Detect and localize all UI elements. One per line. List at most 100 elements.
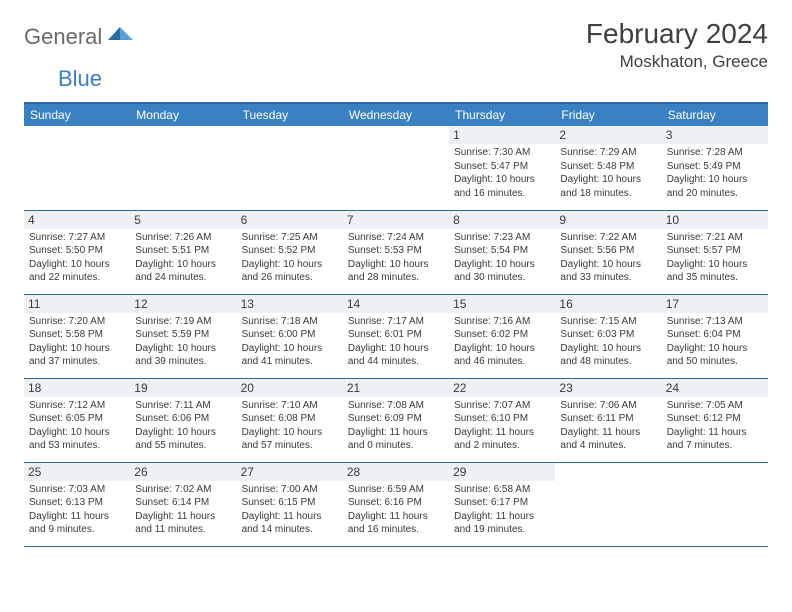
calendar-day-cell: 23 Sunrise: 7:06 AMSunset: 6:11 PMDayligh… xyxy=(555,378,661,462)
calendar-day-cell: 14Sunrise: 7:17 AMSunset: 6:01 PMDayligh… xyxy=(343,294,449,378)
day-details: Sunrise: 7:21 AMSunset: 5:57 PMDaylight:… xyxy=(667,231,763,285)
logo-text-blue: Blue xyxy=(58,66,102,91)
day-number: 8 xyxy=(449,211,555,229)
day-number: 3 xyxy=(662,126,768,144)
calendar-day-cell: 18 Sunrise: 7:12 AMSunset: 6:05 PMDayligh… xyxy=(24,378,130,462)
logo: General xyxy=(24,18,136,50)
day-number: 16 xyxy=(555,295,661,313)
day-details: Sunrise: 7:10 AMSunset: 6:08 PMDaylight:… xyxy=(242,399,338,453)
day-number: 13 xyxy=(237,295,343,313)
weekday-header: Sunday xyxy=(24,103,130,126)
day-details: Sunrise: 7:17 AMSunset: 6:01 PMDaylight:… xyxy=(348,315,444,369)
day-details: Sunrise: 7:08 AMSunset: 6:09 PMDaylight:… xyxy=(348,399,444,453)
weekday-header: Saturday xyxy=(662,103,768,126)
day-details: Sunrise: 7:25 AMSunset: 5:52 PMDaylight:… xyxy=(242,231,338,285)
calendar-day-cell: 19Sunrise: 7:11 AMSunset: 6:06 PMDayligh… xyxy=(130,378,236,462)
day-details: Sunrise: 7:03 AMSunset: 6:13 PMDaylight:… xyxy=(29,483,125,537)
calendar-day-cell: 24Sunrise: 7:05 AMSunset: 6:12 PMDayligh… xyxy=(662,378,768,462)
day-details: Sunrise: 7:13 AMSunset: 6:04 PMDaylight:… xyxy=(667,315,763,369)
calendar-day-cell: 17 Sunrise: 7:13 AMSunset: 6:04 PMDayligh… xyxy=(662,294,768,378)
day-details: Sunrise: 7:02 AMSunset: 6:14 PMDaylight:… xyxy=(135,483,231,537)
day-details: Sunrise: 7:28 AMSunset: 5:49 PMDaylight:… xyxy=(667,146,763,200)
day-details: Sunrise: 7:23 AMSunset: 5:54 PMDaylight:… xyxy=(454,231,550,285)
day-number: 9 xyxy=(555,211,661,229)
weekday-header: Thursday xyxy=(449,103,555,126)
calendar-day-cell: 9 Sunrise: 7:22 AMSunset: 5:56 PMDaylight… xyxy=(555,210,661,294)
calendar-day-cell: 13 Sunrise: 7:18 AMSunset: 6:00 PMDayligh… xyxy=(237,294,343,378)
calendar-day-cell: 4 Sunrise: 7:27 AMSunset: 5:50 PMDaylight… xyxy=(24,210,130,294)
calendar-week-row: 11 Sunrise: 7:20 AMSunset: 5:58 PMDayligh… xyxy=(24,294,768,378)
day-number: 26 xyxy=(130,463,236,481)
day-details: Sunrise: 7:15 AMSunset: 6:03 PMDaylight:… xyxy=(560,315,656,369)
day-number: 28 xyxy=(343,463,449,481)
weekday-header: Tuesday xyxy=(237,103,343,126)
calendar-day-cell xyxy=(130,126,236,210)
day-details: Sunrise: 6:58 AMSunset: 6:17 PMDaylight:… xyxy=(454,483,550,537)
day-number: 6 xyxy=(237,211,343,229)
title-block: February 2024 Moskhaton, Greece xyxy=(586,18,768,72)
calendar-day-cell: 29 Sunrise: 6:58 AMSunset: 6:17 PMDayligh… xyxy=(449,462,555,546)
day-details: Sunrise: 6:59 AMSunset: 6:16 PMDaylight:… xyxy=(348,483,444,537)
calendar-day-cell: 3 Sunrise: 7:28 AMSunset: 5:49 PMDaylight… xyxy=(662,126,768,210)
calendar-day-cell: 6 Sunrise: 7:25 AMSunset: 5:52 PMDaylight… xyxy=(237,210,343,294)
weekday-header: Monday xyxy=(130,103,236,126)
day-details: Sunrise: 7:20 AMSunset: 5:58 PMDaylight:… xyxy=(29,315,125,369)
calendar-table: SundayMondayTuesdayWednesdayThursdayFrid… xyxy=(24,102,768,547)
logo-arrow-icon xyxy=(108,25,134,46)
calendar-day-cell: 15 Sunrise: 7:16 AMSunset: 6:02 PMDayligh… xyxy=(449,294,555,378)
day-number: 15 xyxy=(449,295,555,313)
calendar-day-cell xyxy=(662,462,768,546)
calendar-day-cell: 16 Sunrise: 7:15 AMSunset: 6:03 PMDayligh… xyxy=(555,294,661,378)
calendar-day-cell: 8 Sunrise: 7:23 AMSunset: 5:54 PMDaylight… xyxy=(449,210,555,294)
day-details: Sunrise: 7:05 AMSunset: 6:12 PMDaylight:… xyxy=(667,399,763,453)
day-number: 20 xyxy=(237,379,343,397)
calendar-day-cell: 5Sunrise: 7:26 AMSunset: 5:51 PMDaylight… xyxy=(130,210,236,294)
day-number: 10 xyxy=(662,211,768,229)
calendar-week-row: 18 Sunrise: 7:12 AMSunset: 6:05 PMDayligh… xyxy=(24,378,768,462)
calendar-week-row: 4 Sunrise: 7:27 AMSunset: 5:50 PMDaylight… xyxy=(24,210,768,294)
month-title: February 2024 xyxy=(586,18,768,50)
calendar-day-cell: 25 Sunrise: 7:03 AMSunset: 6:13 PMDayligh… xyxy=(24,462,130,546)
day-details: Sunrise: 7:12 AMSunset: 6:05 PMDaylight:… xyxy=(29,399,125,453)
calendar-body: 1 Sunrise: 7:30 AMSunset: 5:47 PMDaylight… xyxy=(24,126,768,546)
day-number: 7 xyxy=(343,211,449,229)
calendar-day-cell: 20 Sunrise: 7:10 AMSunset: 6:08 PMDayligh… xyxy=(237,378,343,462)
day-number: 25 xyxy=(24,463,130,481)
day-details: Sunrise: 7:29 AMSunset: 5:48 PMDaylight:… xyxy=(560,146,656,200)
calendar-day-cell xyxy=(24,126,130,210)
day-number: 29 xyxy=(449,463,555,481)
day-number: 4 xyxy=(24,211,130,229)
day-number: 1 xyxy=(449,126,555,144)
day-details: Sunrise: 7:30 AMSunset: 5:47 PMDaylight:… xyxy=(454,146,550,200)
calendar-day-cell: 1 Sunrise: 7:30 AMSunset: 5:47 PMDaylight… xyxy=(449,126,555,210)
day-number: 2 xyxy=(555,126,661,144)
calendar-header-row: SundayMondayTuesdayWednesdayThursdayFrid… xyxy=(24,103,768,126)
day-details: Sunrise: 7:18 AMSunset: 6:00 PMDaylight:… xyxy=(242,315,338,369)
day-number: 27 xyxy=(237,463,343,481)
day-details: Sunrise: 7:07 AMSunset: 6:10 PMDaylight:… xyxy=(454,399,550,453)
calendar-day-cell: 12Sunrise: 7:19 AMSunset: 5:59 PMDayligh… xyxy=(130,294,236,378)
day-number: 21 xyxy=(343,379,449,397)
day-number: 11 xyxy=(24,295,130,313)
weekday-header: Wednesday xyxy=(343,103,449,126)
day-details: Sunrise: 7:27 AMSunset: 5:50 PMDaylight:… xyxy=(29,231,125,285)
calendar-day-cell: 10 Sunrise: 7:21 AMSunset: 5:57 PMDayligh… xyxy=(662,210,768,294)
calendar-day-cell: 11 Sunrise: 7:20 AMSunset: 5:58 PMDayligh… xyxy=(24,294,130,378)
day-details: Sunrise: 7:06 AMSunset: 6:11 PMDaylight:… xyxy=(560,399,656,453)
day-details: Sunrise: 7:11 AMSunset: 6:06 PMDaylight:… xyxy=(135,399,231,453)
day-details: Sunrise: 7:22 AMSunset: 5:56 PMDaylight:… xyxy=(560,231,656,285)
calendar-week-row: 25 Sunrise: 7:03 AMSunset: 6:13 PMDayligh… xyxy=(24,462,768,546)
day-details: Sunrise: 7:16 AMSunset: 6:02 PMDaylight:… xyxy=(454,315,550,369)
day-number: 12 xyxy=(130,295,236,313)
weekday-header: Friday xyxy=(555,103,661,126)
calendar-day-cell xyxy=(555,462,661,546)
calendar-day-cell: 28 Sunrise: 6:59 AMSunset: 6:16 PMDayligh… xyxy=(343,462,449,546)
day-number: 22 xyxy=(449,379,555,397)
calendar-day-cell: 2 Sunrise: 7:29 AMSunset: 5:48 PMDaylight… xyxy=(555,126,661,210)
day-number: 17 xyxy=(662,295,768,313)
calendar-day-cell: 27 Sunrise: 7:00 AMSunset: 6:15 PMDayligh… xyxy=(237,462,343,546)
day-details: Sunrise: 7:00 AMSunset: 6:15 PMDaylight:… xyxy=(242,483,338,537)
day-number: 18 xyxy=(24,379,130,397)
day-details: Sunrise: 7:26 AMSunset: 5:51 PMDaylight:… xyxy=(135,231,231,285)
day-number: 23 xyxy=(555,379,661,397)
